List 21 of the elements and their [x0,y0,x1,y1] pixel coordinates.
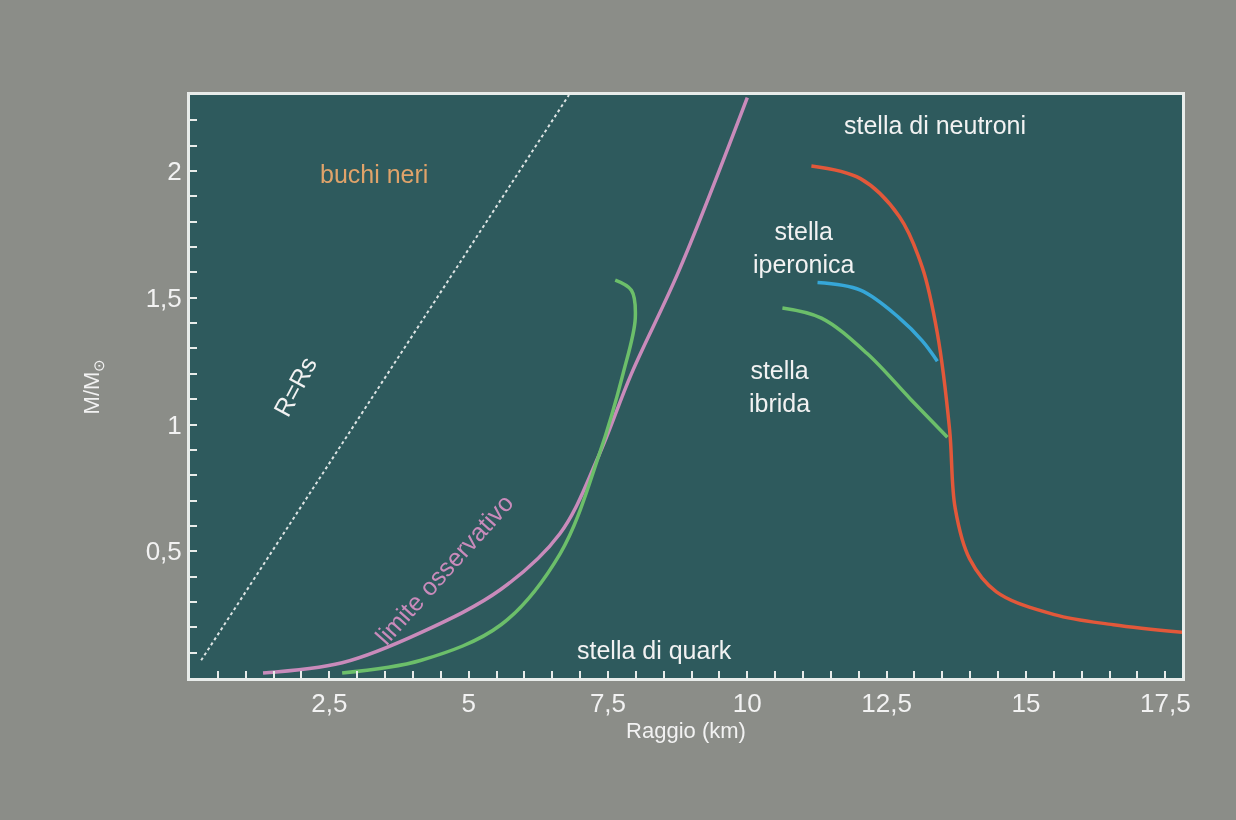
x-tick-label: 15 [1011,688,1041,719]
annotation: stella di quark [577,636,732,664]
annotation: stella di neutroni [844,111,1027,139]
y-tick-label: 0,5 [145,536,182,567]
annotation: stella ibrida [749,356,811,417]
x-tick-label: 17,5 [1139,688,1191,719]
line-series [340,278,638,675]
annotation: buchi neri [320,160,429,188]
line-series [815,280,940,363]
y-tick-label: 2 [167,156,182,187]
annotation: stella iperonica [753,217,855,278]
line-series [261,95,750,675]
y-tick-label: 1 [167,409,182,440]
x-tick-label: 2,5 [311,688,348,719]
x-tick-label: 7,5 [589,688,627,719]
x-tick-label: 5 [461,688,476,719]
x-tick-label: 12,5 [861,688,912,719]
y-tick-label: 1,5 [145,282,182,313]
x-axis-title: Raggio (km) [626,718,746,744]
annotation: R=Rs [267,351,323,421]
x-tick-label: 10 [732,688,762,719]
